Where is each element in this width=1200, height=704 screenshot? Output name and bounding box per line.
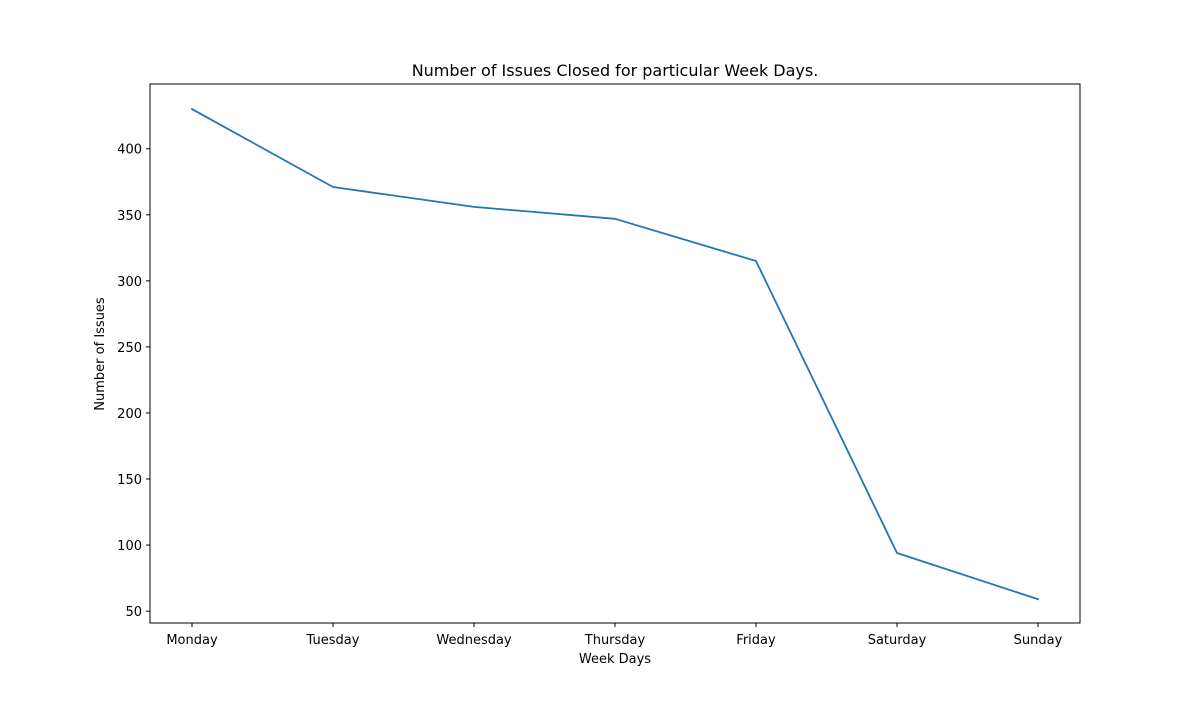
y-axis: 50 100 150 200 250 300 350 400 — [117, 143, 150, 620]
series-layer — [192, 109, 1038, 599]
x-tick-label: Sunday — [1014, 633, 1063, 648]
y-axis-label: Number of Issues — [93, 297, 108, 411]
x-tick-label: Saturday — [868, 633, 927, 648]
x-tick-label: Monday — [166, 633, 218, 648]
y-tick-label: 200 — [117, 407, 142, 422]
y-tick-label: 350 — [117, 209, 142, 224]
y-tick-label: 100 — [117, 539, 142, 554]
x-tick-label: Friday — [736, 633, 776, 648]
x-tick-label: Wednesday — [436, 633, 512, 648]
x-axis-label: Week Days — [579, 652, 651, 667]
y-tick-label: 150 — [117, 473, 142, 488]
x-tick-label: Thursday — [584, 633, 646, 648]
plot-area-frame — [150, 84, 1080, 623]
x-axis: Monday Tuesday Wednesday Thursday Friday Satu… — [166, 623, 1062, 648]
x-tick-label: Tuesday — [306, 633, 360, 648]
y-tick-label: 250 — [117, 341, 142, 356]
y-tick-label: 50 — [125, 605, 142, 620]
y-tick-label: 400 — [117, 143, 142, 158]
y-tick-label: 300 — [117, 275, 142, 290]
chart-title: Number of Issues Closed for particular W… — [412, 61, 819, 80]
series-line — [192, 109, 1038, 599]
